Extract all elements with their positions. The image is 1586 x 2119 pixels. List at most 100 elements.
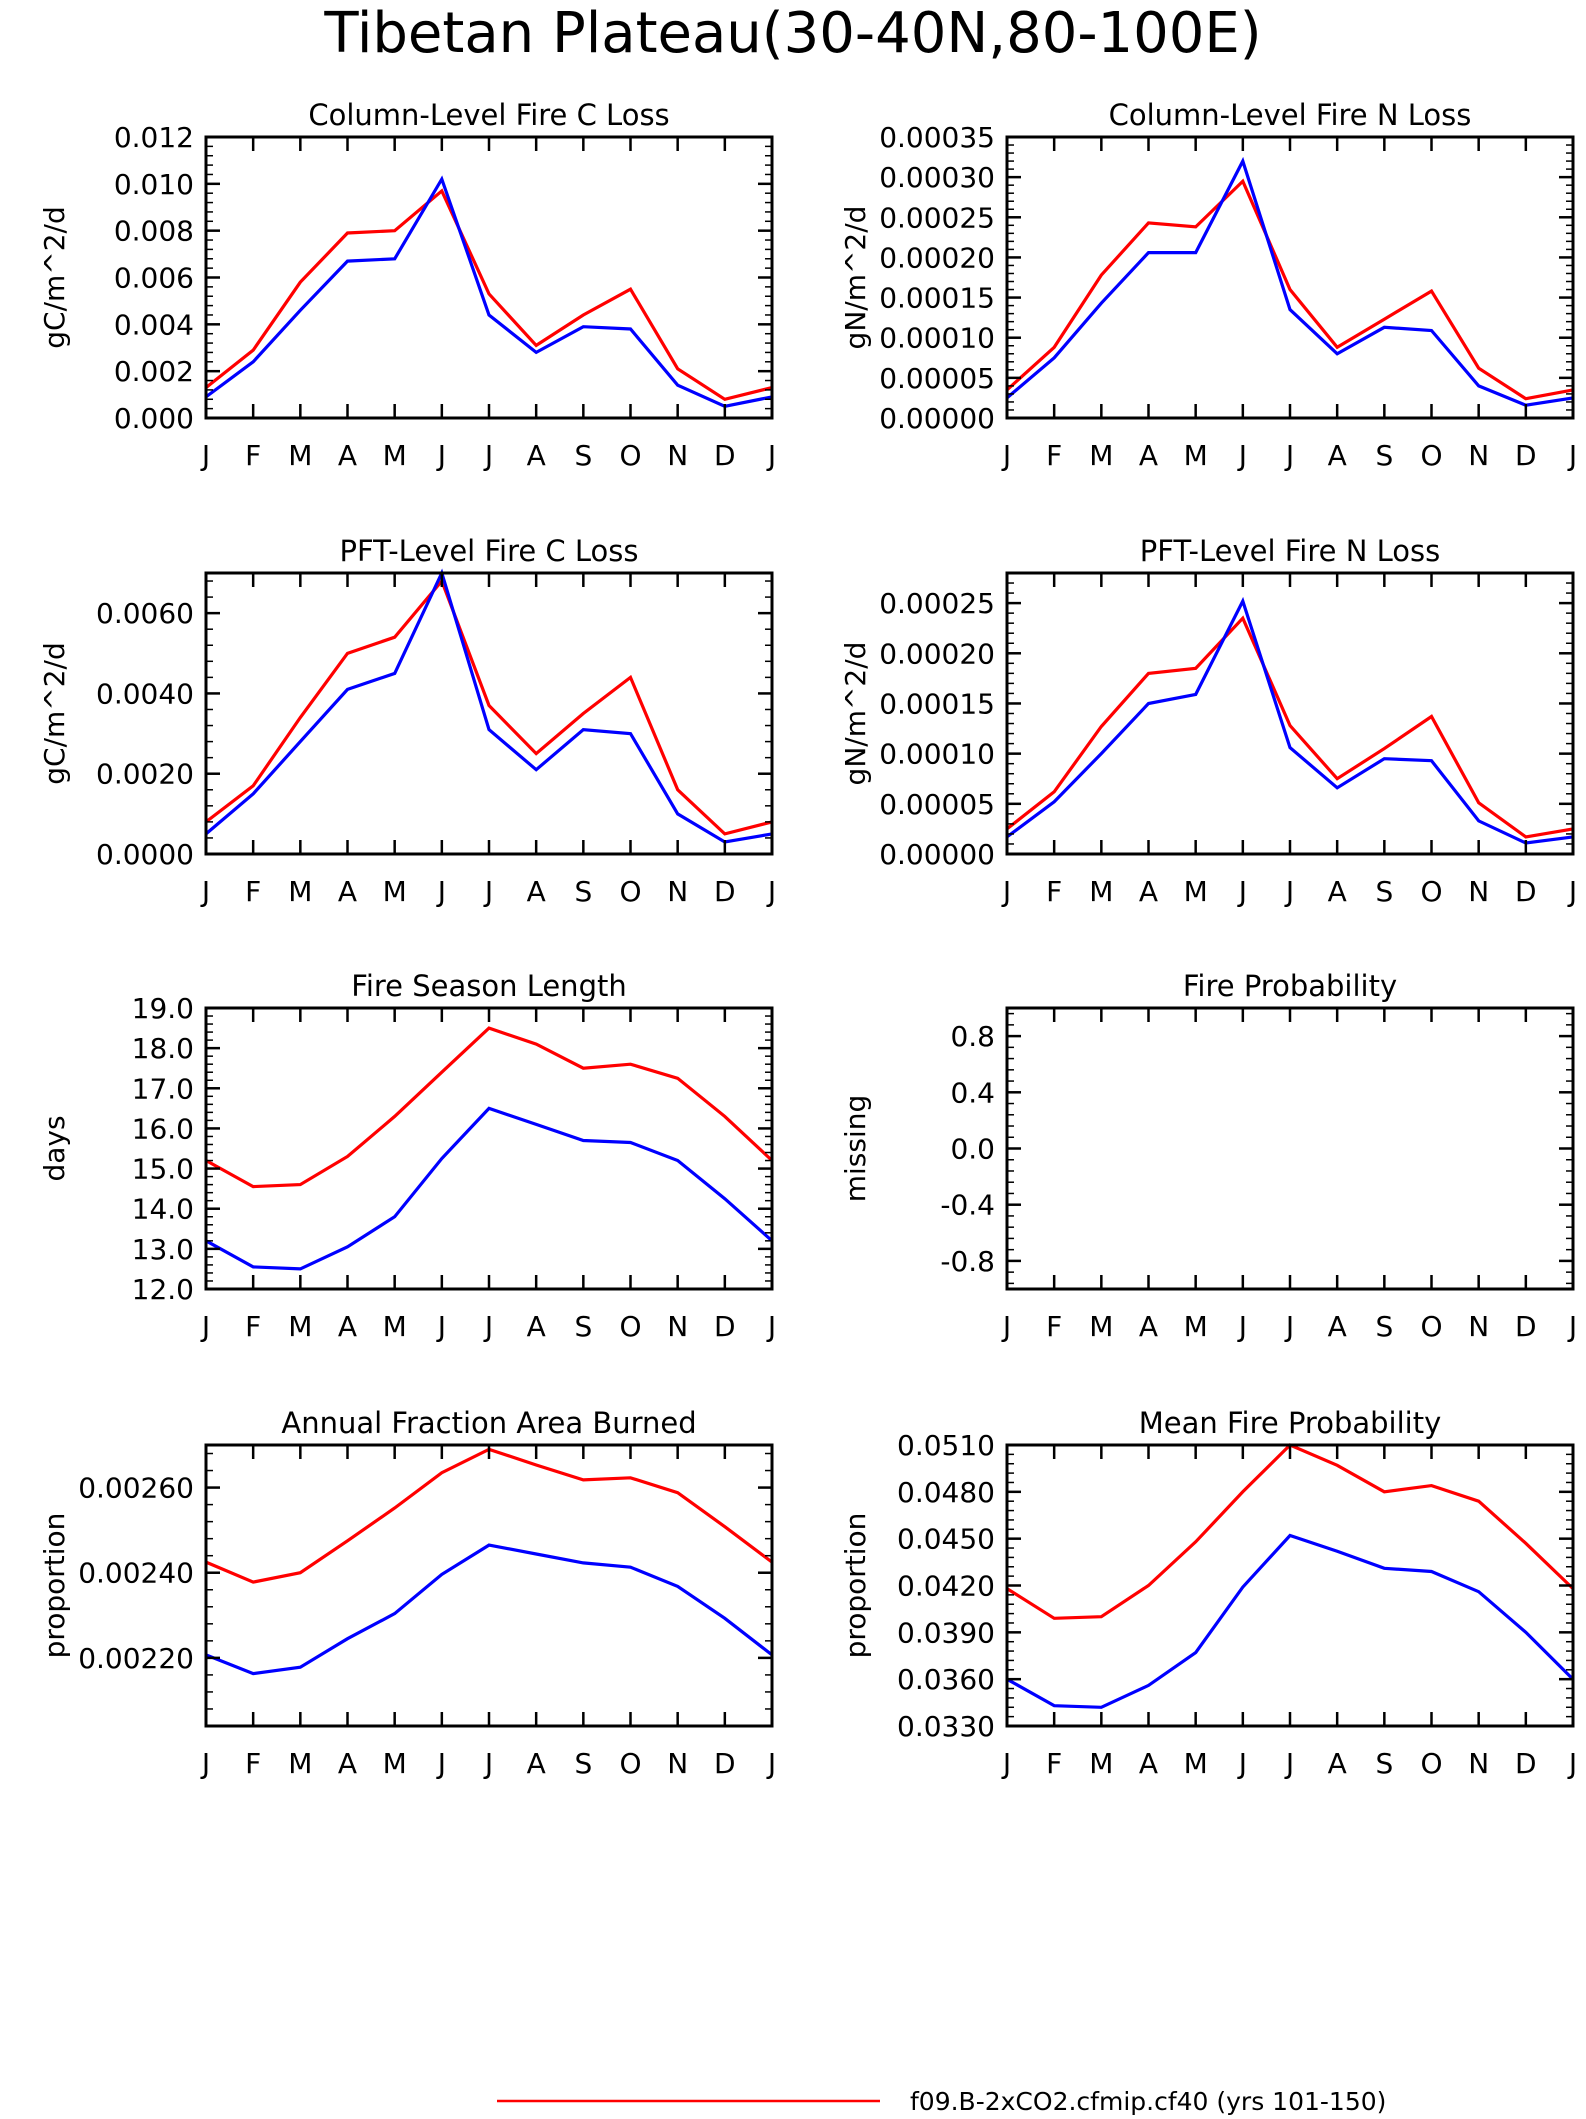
x-tick-label: S [574, 875, 592, 908]
y-tick-label: 0.0040 [96, 677, 194, 710]
y-tick-label: 0.00240 [78, 1557, 194, 1590]
chart-panel-7: Annual Fraction Area Burned proportion 0.0… [38, 1406, 776, 1780]
y-tick-label: 0.0450 [897, 1523, 995, 1556]
x-tick-label: J [1001, 875, 1011, 908]
x-tick-label: D [714, 1310, 736, 1343]
x-tick-label: A [527, 1747, 546, 1780]
series-line-blue [205, 1543, 773, 1676]
y-axis-label: proportion [38, 1513, 71, 1659]
chart-panel-1: Column-Level Fire C Loss gC/m^2/d 0.000 0.0… [38, 98, 776, 472]
x-tick-label: J [1567, 875, 1577, 908]
x-tick-label: A [1139, 875, 1158, 908]
x-tick-label: O [1420, 1310, 1442, 1343]
chart-panel-5: Fire Season Length days 12.0 13.0 14.0 15.0 16… [38, 969, 776, 1343]
chart-panel-3: PFT-Level Fire C Loss gC/m^2/d 0.0000 0.002… [38, 534, 776, 908]
y-axis-label: gN/m^2/d [839, 206, 872, 350]
x-tick-label: A [1328, 875, 1347, 908]
x-tick-label: J [1567, 1310, 1577, 1343]
y-tick-label: 0.0000 [96, 838, 194, 871]
x-tick-label: O [619, 439, 641, 472]
y-tick-label: 0.00020 [879, 637, 995, 670]
x-tick-label: J [1001, 1747, 1011, 1780]
series-line-red [205, 188, 773, 402]
x-tick-label: A [1139, 1747, 1158, 1780]
x-tick-label: N [667, 875, 688, 908]
x-tick-label: S [574, 439, 592, 472]
series-line-red [205, 1447, 773, 1584]
x-tick-label: M [1184, 1747, 1208, 1780]
x-tick-label: D [1515, 439, 1537, 472]
x-tick-label: F [245, 1310, 261, 1343]
x-tick-label: S [574, 1310, 592, 1343]
x-tick-label: A [527, 1310, 546, 1343]
y-tick-label: -0.4 [940, 1189, 995, 1222]
panel-title: Fire Season Length [351, 969, 626, 1003]
x-tick-label: J [766, 1310, 776, 1343]
y-tick-label: 0.00025 [879, 587, 995, 620]
plot-frame [1005, 1443, 1575, 1728]
series-line-red [1006, 615, 1574, 839]
x-tick-label: J [200, 439, 210, 472]
y-tick-label: 0.010 [114, 168, 194, 201]
x-tick-label: D [714, 439, 736, 472]
panel-title: Column-Level Fire C Loss [308, 98, 669, 132]
x-tick-label: D [714, 1747, 736, 1780]
x-tick-label: M [288, 1310, 312, 1343]
x-tick-label: N [1468, 1310, 1489, 1343]
y-tick-label: -0.8 [940, 1245, 995, 1278]
x-tick-label: J [766, 1747, 776, 1780]
y-tick-label: 0.012 [114, 121, 194, 154]
x-tick-label: M [1184, 875, 1208, 908]
x-tick-label: A [1139, 439, 1158, 472]
y-tick-label: 16.0 [132, 1112, 194, 1145]
x-tick-label: F [1046, 875, 1062, 908]
series-line-red [1005, 178, 1574, 401]
series-line-red [205, 577, 773, 836]
x-tick-label: O [619, 1747, 641, 1780]
y-axis-label: gC/m^2/d [38, 206, 71, 349]
series-line-blue [1006, 596, 1574, 845]
legend-label: f09.B-2xCO2.cfmip.cf40 (yrs 101-150) [910, 2087, 1386, 2116]
y-tick-label: 0.0510 [897, 1429, 995, 1462]
series-line-blue [1005, 156, 1574, 407]
x-tick-label: M [1184, 439, 1208, 472]
x-tick-label: M [383, 1747, 407, 1780]
x-tick-label: J [1284, 1310, 1294, 1343]
y-tick-label: 0.004 [114, 308, 194, 341]
panel-title: Column-Level Fire N Loss [1109, 98, 1472, 132]
y-tick-label: 0.00020 [879, 241, 995, 274]
y-tick-label: 0.0330 [897, 1710, 995, 1743]
chart-panel-4: PFT-Level Fire N Loss gN/m^2/d 0.00000 0.00… [839, 534, 1577, 908]
x-tick-label: M [1089, 439, 1113, 472]
x-tick-label: O [619, 1310, 641, 1343]
chart-panel-8: Mean Fire Probability proportion 0.0330 0.0… [839, 1406, 1577, 1780]
x-tick-label: J [1237, 439, 1247, 472]
x-tick-label: J [200, 1747, 210, 1780]
x-tick-label: N [1468, 439, 1489, 472]
x-tick-label: F [1046, 439, 1062, 472]
y-tick-label: 0.0020 [96, 758, 194, 791]
y-tick-label: 0.00015 [879, 687, 995, 720]
y-tick-label: 0.00010 [879, 322, 995, 355]
x-tick-label: J [766, 439, 776, 472]
panel-title: PFT-Level Fire C Loss [340, 534, 639, 568]
y-tick-label: 0.0390 [897, 1616, 995, 1649]
x-tick-label: N [667, 1747, 688, 1780]
y-tick-label: 17.0 [132, 1072, 194, 1105]
series-line-blue [205, 175, 773, 408]
plot-frame [1005, 571, 1575, 856]
x-tick-label: S [1375, 875, 1393, 908]
chart-panel-6: Fire Probability missing -0.8 -0.4 0.0 0.4 0.8… [839, 969, 1577, 1343]
y-tick-label: 0.00000 [879, 402, 995, 435]
x-tick-label: A [1328, 1747, 1347, 1780]
plot-frame [204, 1006, 774, 1291]
x-tick-label: O [1420, 1747, 1442, 1780]
x-tick-label: O [1420, 875, 1442, 908]
series-line-red [1006, 1443, 1575, 1620]
x-tick-label: S [1375, 439, 1393, 472]
x-tick-label: J [436, 439, 446, 472]
y-tick-label: 19.0 [132, 992, 194, 1025]
y-tick-label: 14.0 [132, 1193, 194, 1226]
x-tick-label: J [766, 875, 776, 908]
x-tick-label: M [1089, 1310, 1113, 1343]
